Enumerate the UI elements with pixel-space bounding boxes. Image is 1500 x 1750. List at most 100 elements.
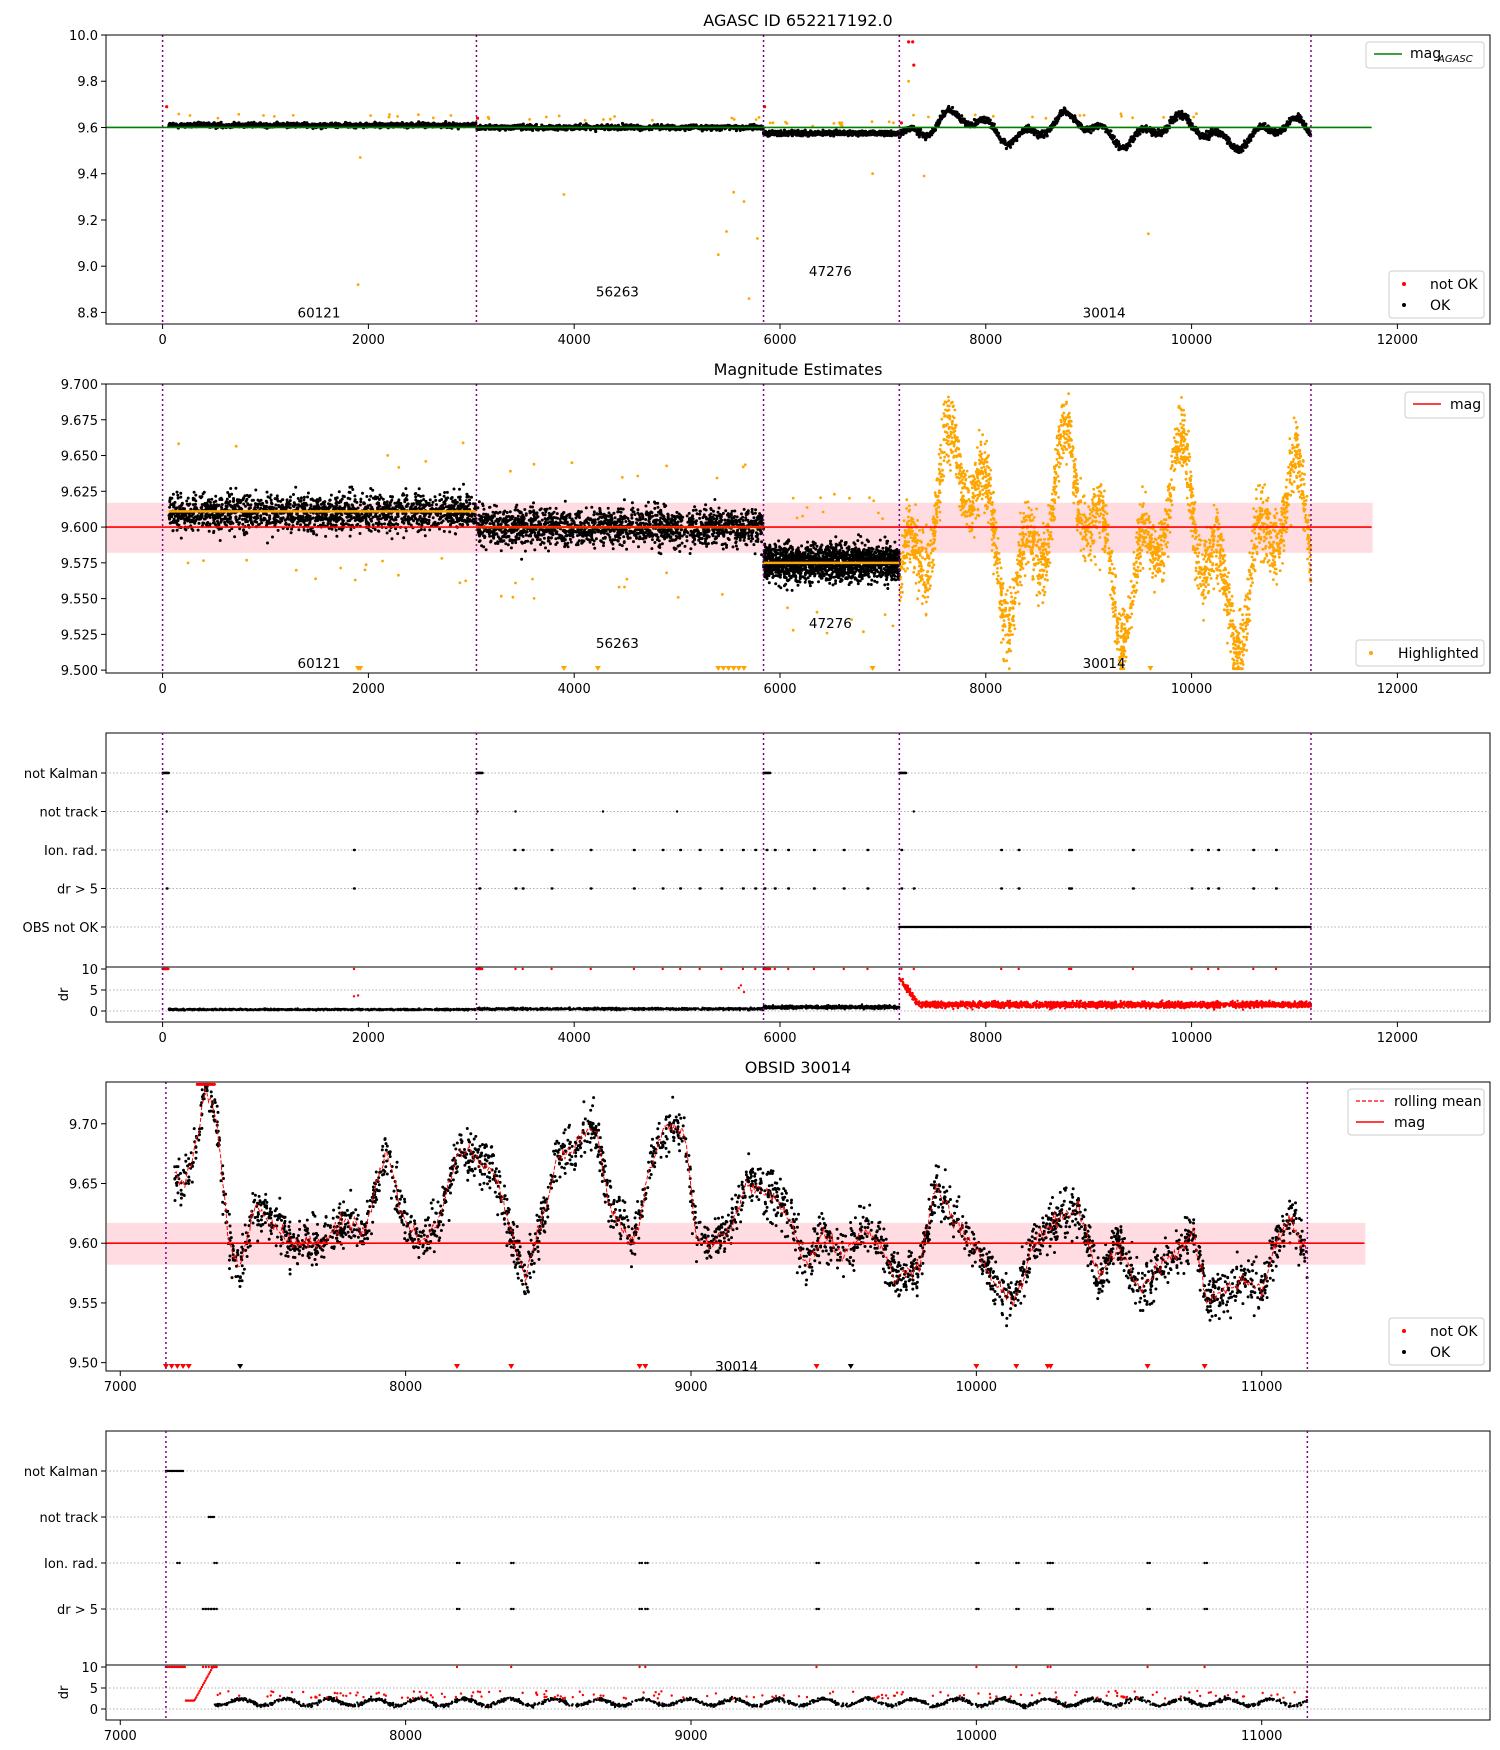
y-tick-label: 9.2 [77, 214, 98, 229]
category-label: OBS not OK [23, 921, 99, 936]
x-tick-label: 0 [158, 1031, 166, 1046]
dr-frame [105, 1664, 1491, 1721]
y-tick-label: 0 [90, 1703, 98, 1718]
not-ok-points [195, 1082, 216, 1086]
legend-agasc-subscript: AGASC [1437, 54, 1473, 65]
x-tick-label: 2000 [352, 1031, 385, 1046]
obsid-label: 30014 [715, 1359, 758, 1375]
category-label: not Kalman [24, 767, 98, 782]
out-of-range-marker [594, 666, 601, 671]
y-tick-label: 5 [90, 1682, 98, 1697]
chart-title: OBSID 30014 [745, 1058, 851, 1077]
plot-frame-1 [105, 34, 1491, 325]
x-tick-label: 10000 [1171, 1031, 1212, 1046]
panel-flags-4: not Kalman not track Ion. rad. dr > 5 0 5 10 dr… [24, 1430, 1491, 1744]
legend-swatch [1369, 651, 1373, 655]
legend-swatch [1402, 282, 1406, 286]
ok-points [167, 104, 1313, 155]
out-of-range-marker [357, 666, 364, 671]
y-tick-label: 9.60 [69, 1237, 98, 1252]
panel-agasc: AGASC ID 652217192.0 60121 56263 47276 30014… [69, 11, 1491, 348]
obsid-label: 30014 [1083, 305, 1126, 321]
ok-points [173, 1082, 1309, 1328]
x-tick-label: 8000 [389, 1380, 422, 1395]
x-tick-label: 0 [158, 333, 166, 348]
x-tick-label: 6000 [763, 1031, 796, 1046]
y-tick-label: 5 [90, 984, 98, 999]
dr-axis-label: dr [57, 987, 72, 1001]
legend-label: rolling mean [1394, 1094, 1482, 1110]
not-ok-low-marker [162, 1364, 169, 1369]
x-tick-label: 11000 [1241, 1729, 1282, 1744]
y-tick-label: 9.700 [61, 378, 98, 393]
y-tick-label: 9.70 [69, 1118, 98, 1133]
x-tick-label: 8000 [969, 333, 1002, 348]
out-of-range-marker [715, 666, 722, 671]
ok-low-marker [237, 1364, 244, 1369]
x-tick-label: 12000 [1377, 333, 1418, 348]
y-tick-label: 9.650 [61, 450, 98, 465]
x-tick-label: 4000 [558, 682, 591, 697]
obsid-label: 60121 [298, 656, 341, 672]
panel-flags-2: not Kalman not track Ion. rad. dr > 5 OBS no… [23, 732, 1491, 1046]
legend-box [1388, 1317, 1485, 1366]
legend-label: mag [1450, 397, 1481, 413]
y-tick-label: 10 [81, 1661, 98, 1676]
legend-label: not OK [1430, 277, 1478, 293]
dr-frame [105, 966, 1491, 1023]
x-tick-label: 7000 [104, 1380, 137, 1395]
legend-swatch [1402, 1350, 1406, 1354]
out-of-range-marker [1147, 666, 1154, 671]
panel-magnitude-estimates: Magnitude Estimates 60121 56263 47276 30014 0… [61, 360, 1491, 697]
obsid-label: 56263 [596, 285, 639, 301]
legend-label: OK [1430, 1345, 1451, 1361]
chart-title: AGASC ID 652217192.0 [703, 11, 892, 30]
y-tick-label: 9.575 [61, 557, 98, 572]
flags-frame [105, 1430, 1491, 1666]
legend-bottom: not OK OK [1388, 1317, 1485, 1366]
x-tick-label: 10000 [1171, 333, 1212, 348]
x-tick-label: 8000 [969, 682, 1002, 697]
legend-top: mag [1404, 391, 1485, 419]
plot-frame-4 [105, 1081, 1491, 1372]
y-tick-label: 10.0 [69, 29, 98, 44]
legend-bottom: Highlighted [1355, 639, 1485, 667]
legend-label: Highlighted [1398, 646, 1479, 662]
legend-label: not OK [1430, 1324, 1478, 1340]
legend-box [1404, 391, 1485, 419]
y-tick-label: 0 [90, 1005, 98, 1020]
not-ok-low-marker [1047, 1364, 1054, 1369]
not-ok-low-marker [1144, 1364, 1151, 1369]
y-tick-label: 9.55 [69, 1297, 98, 1312]
obsid-label: 47276 [809, 264, 852, 280]
legend-bottom: not OK OK [1388, 270, 1485, 319]
x-tick-label: 7000 [104, 1729, 137, 1744]
category-label: not track [39, 806, 98, 821]
plot-frame-2 [105, 383, 1491, 674]
y-tick-label: 9.6 [77, 121, 98, 136]
y-tick-label: 9.550 [61, 593, 98, 608]
dr-axis-label: dr [57, 1685, 72, 1699]
x-tick-label: 2000 [352, 333, 385, 348]
x-tick-label: 12000 [1377, 1031, 1418, 1046]
y-tick-label: 9.500 [61, 664, 98, 679]
out-of-range-marker [735, 666, 742, 671]
x-tick-label: 4000 [558, 333, 591, 348]
not-ok-low-marker [185, 1364, 192, 1369]
not-ok-low-marker [180, 1364, 187, 1369]
flag-points [164, 1469, 1209, 1611]
dr-not-ok-points [161, 967, 1313, 1011]
out-of-range-marker [730, 666, 737, 671]
obsid-label: 30014 [1083, 656, 1126, 672]
legend-box [1365, 41, 1485, 69]
not-ok-low-marker [453, 1364, 460, 1369]
y-tick-label: 9.525 [61, 628, 98, 643]
obsid-label: 47276 [809, 616, 852, 632]
not-ok-low-marker [1201, 1364, 1208, 1369]
y-tick-label: 9.65 [69, 1178, 98, 1193]
category-label: not track [39, 1511, 98, 1526]
not-ok-low-marker [508, 1364, 515, 1369]
legend-top: rolling mean mag [1347, 1088, 1485, 1136]
legend-swatch [1402, 303, 1406, 307]
out-of-range-marker [720, 666, 727, 671]
